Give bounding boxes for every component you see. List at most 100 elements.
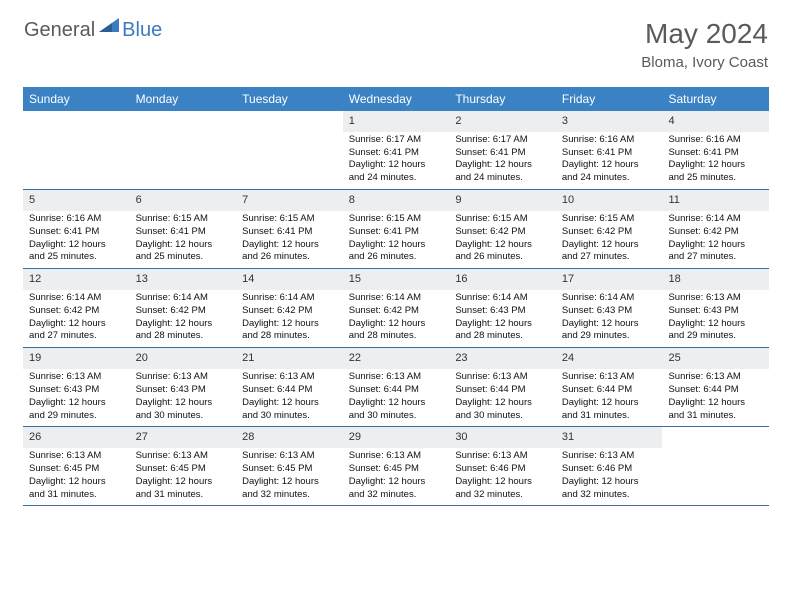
- day-number: 2: [449, 111, 556, 132]
- day-number: [130, 111, 237, 117]
- weeks-container: 1Sunrise: 6:17 AMSunset: 6:41 PMDaylight…: [23, 111, 769, 506]
- daylight-text: Daylight: 12 hours and 31 minutes.: [29, 476, 124, 502]
- day-info: Sunrise: 6:13 AMSunset: 6:46 PMDaylight:…: [556, 448, 663, 505]
- sunrise-text: Sunrise: 6:13 AM: [562, 450, 657, 463]
- logo: General Blue: [24, 18, 162, 43]
- sunrise-text: Sunrise: 6:14 AM: [29, 292, 124, 305]
- daylight-text: Daylight: 12 hours and 25 minutes.: [668, 159, 763, 185]
- sunrise-text: Sunrise: 6:14 AM: [349, 292, 444, 305]
- day-cell: 25Sunrise: 6:13 AMSunset: 6:44 PMDayligh…: [662, 348, 769, 426]
- logo-text-general: General: [24, 19, 95, 42]
- day-info: Sunrise: 6:14 AMSunset: 6:42 PMDaylight:…: [236, 290, 343, 347]
- day-number: [236, 111, 343, 117]
- day-info: Sunrise: 6:17 AMSunset: 6:41 PMDaylight:…: [343, 132, 450, 189]
- calendar: SundayMondayTuesdayWednesdayThursdayFrid…: [23, 87, 769, 506]
- day-cell: [236, 111, 343, 189]
- sunrise-text: Sunrise: 6:15 AM: [242, 213, 337, 226]
- day-cell: 8Sunrise: 6:15 AMSunset: 6:41 PMDaylight…: [343, 190, 450, 268]
- sunset-text: Sunset: 6:45 PM: [136, 463, 231, 476]
- day-info: Sunrise: 6:13 AMSunset: 6:44 PMDaylight:…: [236, 369, 343, 426]
- day-number: 31: [556, 427, 663, 448]
- day-cell: 4Sunrise: 6:16 AMSunset: 6:41 PMDaylight…: [662, 111, 769, 189]
- day-cell: 18Sunrise: 6:13 AMSunset: 6:43 PMDayligh…: [662, 269, 769, 347]
- day-cell: 23Sunrise: 6:13 AMSunset: 6:44 PMDayligh…: [449, 348, 556, 426]
- day-number: 14: [236, 269, 343, 290]
- day-cell: 10Sunrise: 6:15 AMSunset: 6:42 PMDayligh…: [556, 190, 663, 268]
- day-cell: 1Sunrise: 6:17 AMSunset: 6:41 PMDaylight…: [343, 111, 450, 189]
- sunset-text: Sunset: 6:42 PM: [242, 305, 337, 318]
- day-number: 27: [130, 427, 237, 448]
- day-cell: 3Sunrise: 6:16 AMSunset: 6:41 PMDaylight…: [556, 111, 663, 189]
- daylight-text: Daylight: 12 hours and 27 minutes.: [29, 318, 124, 344]
- sunset-text: Sunset: 6:41 PM: [136, 226, 231, 239]
- day-cell: 31Sunrise: 6:13 AMSunset: 6:46 PMDayligh…: [556, 427, 663, 505]
- daylight-text: Daylight: 12 hours and 24 minutes.: [455, 159, 550, 185]
- sunset-text: Sunset: 6:42 PM: [349, 305, 444, 318]
- daylight-text: Daylight: 12 hours and 32 minutes.: [562, 476, 657, 502]
- day-header-cell: Friday: [556, 87, 663, 111]
- day-info: Sunrise: 6:15 AMSunset: 6:41 PMDaylight:…: [343, 211, 450, 268]
- day-header-cell: Monday: [130, 87, 237, 111]
- daylight-text: Daylight: 12 hours and 27 minutes.: [562, 239, 657, 265]
- daylight-text: Daylight: 12 hours and 26 minutes.: [455, 239, 550, 265]
- sunset-text: Sunset: 6:42 PM: [668, 226, 763, 239]
- sunset-text: Sunset: 6:41 PM: [349, 226, 444, 239]
- day-cell: 14Sunrise: 6:14 AMSunset: 6:42 PMDayligh…: [236, 269, 343, 347]
- sunset-text: Sunset: 6:42 PM: [136, 305, 231, 318]
- daylight-text: Daylight: 12 hours and 28 minutes.: [136, 318, 231, 344]
- day-info: Sunrise: 6:13 AMSunset: 6:43 PMDaylight:…: [130, 369, 237, 426]
- day-number: 10: [556, 190, 663, 211]
- sunset-text: Sunset: 6:43 PM: [136, 384, 231, 397]
- sunrise-text: Sunrise: 6:15 AM: [136, 213, 231, 226]
- sunrise-text: Sunrise: 6:16 AM: [562, 134, 657, 147]
- day-cell: 6Sunrise: 6:15 AMSunset: 6:41 PMDaylight…: [130, 190, 237, 268]
- location: Bloma, Ivory Coast: [641, 54, 768, 71]
- daylight-text: Daylight: 12 hours and 31 minutes.: [562, 397, 657, 423]
- sunrise-text: Sunrise: 6:14 AM: [242, 292, 337, 305]
- daylight-text: Daylight: 12 hours and 28 minutes.: [455, 318, 550, 344]
- day-number: 23: [449, 348, 556, 369]
- day-info: Sunrise: 6:17 AMSunset: 6:41 PMDaylight:…: [449, 132, 556, 189]
- daylight-text: Daylight: 12 hours and 26 minutes.: [349, 239, 444, 265]
- sunrise-text: Sunrise: 6:15 AM: [455, 213, 550, 226]
- daylight-text: Daylight: 12 hours and 30 minutes.: [242, 397, 337, 423]
- day-info: Sunrise: 6:13 AMSunset: 6:45 PMDaylight:…: [236, 448, 343, 505]
- day-number: [662, 427, 769, 433]
- daylight-text: Daylight: 12 hours and 29 minutes.: [668, 318, 763, 344]
- day-number: 22: [343, 348, 450, 369]
- day-info: Sunrise: 6:16 AMSunset: 6:41 PMDaylight:…: [23, 211, 130, 268]
- day-number: 30: [449, 427, 556, 448]
- day-number: 6: [130, 190, 237, 211]
- daylight-text: Daylight: 12 hours and 31 minutes.: [668, 397, 763, 423]
- week-row: 1Sunrise: 6:17 AMSunset: 6:41 PMDaylight…: [23, 111, 769, 190]
- header: General Blue May 2024 Bloma, Ivory Coast: [0, 0, 792, 79]
- day-info: Sunrise: 6:16 AMSunset: 6:41 PMDaylight:…: [556, 132, 663, 189]
- day-info: Sunrise: 6:15 AMSunset: 6:42 PMDaylight:…: [449, 211, 556, 268]
- sunset-text: Sunset: 6:43 PM: [29, 384, 124, 397]
- sunset-text: Sunset: 6:44 PM: [562, 384, 657, 397]
- day-number: 28: [236, 427, 343, 448]
- month-title: May 2024: [641, 18, 768, 50]
- day-cell: 5Sunrise: 6:16 AMSunset: 6:41 PMDaylight…: [23, 190, 130, 268]
- day-number: 29: [343, 427, 450, 448]
- day-info: Sunrise: 6:13 AMSunset: 6:45 PMDaylight:…: [130, 448, 237, 505]
- day-number: 26: [23, 427, 130, 448]
- sunrise-text: Sunrise: 6:13 AM: [668, 292, 763, 305]
- sunset-text: Sunset: 6:41 PM: [349, 147, 444, 160]
- day-number: 9: [449, 190, 556, 211]
- day-info: Sunrise: 6:13 AMSunset: 6:44 PMDaylight:…: [662, 369, 769, 426]
- day-cell: 21Sunrise: 6:13 AMSunset: 6:44 PMDayligh…: [236, 348, 343, 426]
- daylight-text: Daylight: 12 hours and 32 minutes.: [242, 476, 337, 502]
- sunrise-text: Sunrise: 6:13 AM: [349, 450, 444, 463]
- sunrise-text: Sunrise: 6:13 AM: [349, 371, 444, 384]
- sunset-text: Sunset: 6:43 PM: [562, 305, 657, 318]
- day-cell: [23, 111, 130, 189]
- week-row: 12Sunrise: 6:14 AMSunset: 6:42 PMDayligh…: [23, 269, 769, 348]
- sunrise-text: Sunrise: 6:15 AM: [349, 213, 444, 226]
- day-cell: 7Sunrise: 6:15 AMSunset: 6:41 PMDaylight…: [236, 190, 343, 268]
- sunrise-text: Sunrise: 6:16 AM: [29, 213, 124, 226]
- sunset-text: Sunset: 6:46 PM: [562, 463, 657, 476]
- sunrise-text: Sunrise: 6:13 AM: [562, 371, 657, 384]
- daylight-text: Daylight: 12 hours and 30 minutes.: [349, 397, 444, 423]
- day-info: Sunrise: 6:14 AMSunset: 6:42 PMDaylight:…: [130, 290, 237, 347]
